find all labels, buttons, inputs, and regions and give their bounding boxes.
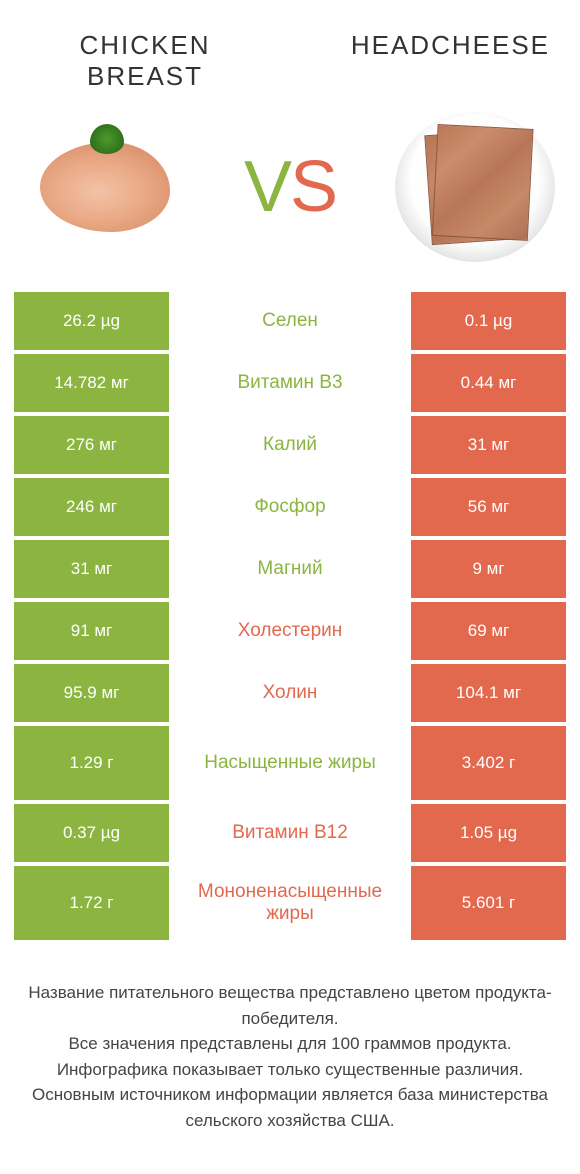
nutrient-label: Холестерин bbox=[169, 602, 411, 660]
vs-letter-v: V bbox=[244, 147, 290, 227]
value-left: 26.2 µg bbox=[14, 292, 169, 350]
food-image-left bbox=[20, 112, 190, 262]
nutrition-row: 14.782 мгВитамин B30.44 мг bbox=[14, 354, 566, 412]
nutrition-row: 1.72 гМононенасыщенные жиры5.601 г bbox=[14, 866, 566, 940]
value-left: 1.29 г bbox=[14, 726, 169, 800]
nutrient-label: Селен bbox=[169, 292, 411, 350]
value-left: 31 мг bbox=[14, 540, 169, 598]
footer-notes: Название питательного вещества представл… bbox=[0, 944, 580, 1133]
value-right: 0.1 µg bbox=[411, 292, 566, 350]
value-right: 1.05 µg bbox=[411, 804, 566, 862]
nutrition-row: 1.29 гНасыщенные жиры3.402 г bbox=[14, 726, 566, 800]
value-left: 91 мг bbox=[14, 602, 169, 660]
nutrient-label: Калий bbox=[169, 416, 411, 474]
value-left: 95.9 мг bbox=[14, 664, 169, 722]
nutrition-row: 91 мгХолестерин69 мг bbox=[14, 602, 566, 660]
nutrition-table: 26.2 µgСелен0.1 µg14.782 мгВитамин B30.4… bbox=[0, 292, 580, 940]
value-left: 0.37 µg bbox=[14, 804, 169, 862]
value-left: 246 мг bbox=[14, 478, 169, 536]
nutrient-label: Магний bbox=[169, 540, 411, 598]
value-left: 14.782 мг bbox=[14, 354, 169, 412]
value-right: 9 мг bbox=[411, 540, 566, 598]
value-right: 31 мг bbox=[411, 416, 566, 474]
food-image-right bbox=[390, 112, 560, 262]
plate-icon bbox=[395, 112, 555, 262]
nutrition-row: 276 мгКалий31 мг bbox=[14, 416, 566, 474]
footer-line-2: Все значения представлены для 100 граммо… bbox=[24, 1031, 556, 1057]
product-title-left: CHICKEN BREAST bbox=[30, 30, 260, 92]
value-right: 5.601 г bbox=[411, 866, 566, 940]
nutrition-row: 0.37 µgВитамин B121.05 µg bbox=[14, 804, 566, 862]
vs-label: VS bbox=[244, 146, 336, 228]
nutrient-label: Фосфор bbox=[169, 478, 411, 536]
nutrition-row: 31 мгМагний9 мг bbox=[14, 540, 566, 598]
header: CHICKEN BREAST HEADCHEESE bbox=[0, 0, 580, 92]
vs-letter-s: S bbox=[290, 147, 336, 227]
footer-line-3: Инфографика показывает только существенн… bbox=[24, 1057, 556, 1083]
value-right: 69 мг bbox=[411, 602, 566, 660]
nutrition-row: 95.9 мгХолин104.1 мг bbox=[14, 664, 566, 722]
product-title-right: HEADCHEESE bbox=[320, 30, 550, 61]
chicken-icon bbox=[40, 142, 170, 232]
value-left: 276 мг bbox=[14, 416, 169, 474]
footer-line-1: Название питательного вещества представл… bbox=[24, 980, 556, 1031]
headcheese-icon bbox=[424, 129, 525, 245]
value-right: 0.44 мг bbox=[411, 354, 566, 412]
images-row: VS bbox=[0, 92, 580, 292]
nutrient-label: Мононенасыщенные жиры bbox=[169, 866, 411, 940]
value-right: 104.1 мг bbox=[411, 664, 566, 722]
footer-line-4: Основным источником информации является … bbox=[24, 1082, 556, 1133]
value-left: 1.72 г bbox=[14, 866, 169, 940]
value-right: 56 мг bbox=[411, 478, 566, 536]
nutrient-label: Витамин B12 bbox=[169, 804, 411, 862]
value-right: 3.402 г bbox=[411, 726, 566, 800]
nutrition-row: 246 мгФосфор56 мг bbox=[14, 478, 566, 536]
nutrient-label: Насыщенные жиры bbox=[169, 726, 411, 800]
nutrient-label: Холин bbox=[169, 664, 411, 722]
nutrition-row: 26.2 µgСелен0.1 µg bbox=[14, 292, 566, 350]
nutrient-label: Витамин B3 bbox=[169, 354, 411, 412]
